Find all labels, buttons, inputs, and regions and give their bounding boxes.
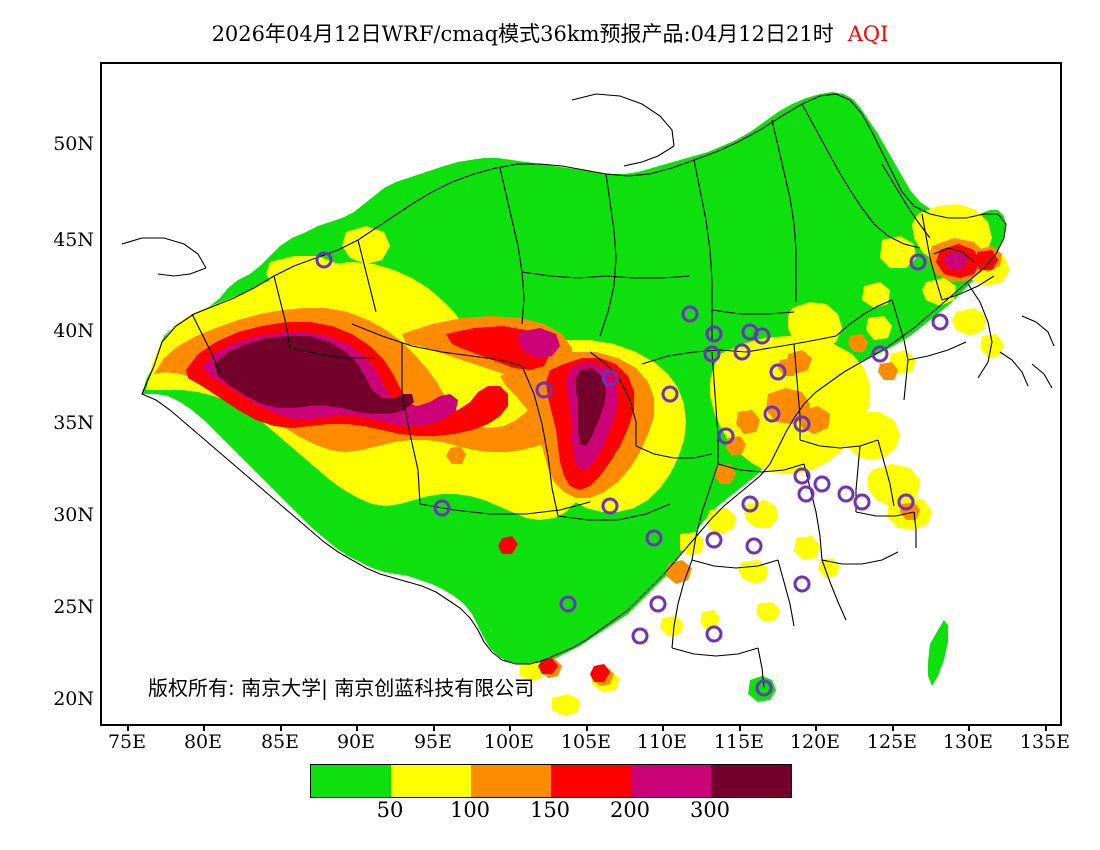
x-tick-mark-80e: [203, 722, 205, 731]
x-tick-label-125e: 125E: [866, 731, 918, 753]
station-marker[interactable]: [793, 575, 811, 593]
station-marker[interactable]: [931, 313, 949, 331]
title-variable-label: AQI: [847, 22, 889, 46]
station-marker[interactable]: [705, 531, 723, 549]
station-marker[interactable]: [645, 529, 663, 547]
y-tick-label-25n: 25N: [53, 596, 94, 618]
station-marker[interactable]: [681, 305, 699, 323]
colorbar-label-300: 300: [689, 798, 731, 822]
colorbar-segment-moderate: [391, 765, 471, 797]
y-tick-label-20n: 20N: [53, 688, 94, 710]
x-tick-mark-120e: [815, 722, 817, 731]
x-tick-mark-105e: [586, 722, 588, 731]
x-tick-mark-125e: [892, 722, 894, 731]
station-marker[interactable]: [703, 345, 721, 363]
station-marker[interactable]: [741, 323, 759, 341]
station-marker[interactable]: [741, 495, 759, 513]
taiwan-island: [928, 620, 948, 686]
colorbar-segment-hazardous: [711, 765, 791, 797]
x-tick-label-130e: 130E: [942, 731, 994, 753]
station-marker[interactable]: [897, 493, 915, 511]
station-marker[interactable]: [661, 385, 679, 403]
station-marker[interactable]: [649, 595, 667, 613]
station-marker[interactable]: [793, 415, 811, 433]
station-marker[interactable]: [705, 625, 723, 643]
aqi-contour-map: [102, 64, 1060, 724]
x-tick-mark-85e: [280, 722, 282, 731]
administrative-boundaries: [121, 93, 1055, 689]
station-marker[interactable]: [837, 485, 855, 503]
colorbar-tick-labels: 50 100 150 200 300: [310, 798, 790, 824]
colorbar-segment-unhealthy: [551, 765, 631, 797]
x-tick-label-120e: 120E: [789, 731, 841, 753]
station-marker[interactable]: [433, 499, 451, 517]
x-tick-label-90e: 90E: [336, 731, 376, 753]
station-marker[interactable]: [733, 343, 751, 361]
aqi-colorbar: [310, 764, 792, 798]
x-tick-label-80e: 80E: [183, 731, 223, 753]
station-marker[interactable]: [853, 493, 871, 511]
observation-station-markers[interactable]: [315, 251, 949, 697]
station-marker[interactable]: [745, 537, 763, 555]
colorbar-segment-good: [311, 765, 391, 797]
colorbar-label-200: 200: [609, 798, 651, 822]
station-marker[interactable]: [315, 251, 333, 269]
station-marker[interactable]: [559, 595, 577, 613]
station-marker[interactable]: [601, 497, 619, 515]
x-tick-label-110e: 110E: [636, 731, 688, 753]
copyright-notice: 版权所有: 南京大学| 南京创蓝科技有限公司: [148, 676, 535, 700]
x-tick-mark-130e: [968, 722, 970, 731]
colorbar-label-150: 150: [529, 798, 571, 822]
station-marker[interactable]: [705, 325, 723, 343]
x-tick-mark-110e: [662, 722, 664, 731]
station-marker[interactable]: [909, 253, 927, 271]
station-marker[interactable]: [871, 345, 889, 363]
x-tick-label-115e: 115E: [713, 731, 765, 753]
x-tick-label-85e: 85E: [260, 731, 300, 753]
station-marker[interactable]: [769, 363, 787, 381]
x-tick-label-75e: 75E: [107, 731, 147, 753]
x-tick-mark-135e: [1045, 722, 1047, 731]
station-marker[interactable]: [793, 467, 811, 485]
station-marker[interactable]: [717, 427, 735, 445]
y-tick-label-30n: 30N: [53, 504, 94, 526]
x-tick-label-95e: 95E: [413, 731, 453, 753]
x-tick-mark-100e: [509, 722, 511, 731]
aqi-band-hazardous-maroon: [214, 336, 606, 446]
colorbar-segment-unhealthy-sensitive: [471, 765, 551, 797]
colorbar-segment-very-unhealthy: [631, 765, 711, 797]
y-tick-label-40n: 40N: [53, 320, 94, 342]
y-tick-label-45n: 45N: [53, 229, 94, 251]
x-tick-label-135e: 135E: [1019, 731, 1071, 753]
y-tick-label-50n: 50N: [53, 133, 94, 155]
station-marker[interactable]: [535, 381, 553, 399]
station-marker[interactable]: [631, 627, 649, 645]
x-tick-mark-95e: [433, 722, 435, 731]
station-marker[interactable]: [813, 475, 831, 493]
page-title: 2026年04月12日WRF/cmaq模式36km预报产品:04月12日21时 A…: [0, 18, 1100, 48]
x-tick-label-100e: 100E: [483, 731, 535, 753]
x-tick-mark-115e: [739, 722, 741, 731]
title-main-text: 2026年04月12日WRF/cmaq模式36km预报产品:04月12日21时: [211, 22, 834, 46]
station-marker[interactable]: [763, 405, 781, 423]
station-marker[interactable]: [755, 679, 773, 697]
colorbar-label-100: 100: [449, 798, 491, 822]
y-tick-label-35n: 35N: [53, 412, 94, 434]
station-marker[interactable]: [601, 369, 619, 387]
x-tick-mark-90e: [356, 722, 358, 731]
map-plot-area[interactable]: [100, 62, 1062, 726]
colorbar-label-50: 50: [376, 798, 404, 822]
x-tick-label-105e: 105E: [560, 731, 612, 753]
station-marker[interactable]: [797, 485, 815, 503]
x-tick-mark-75e: [127, 722, 129, 731]
